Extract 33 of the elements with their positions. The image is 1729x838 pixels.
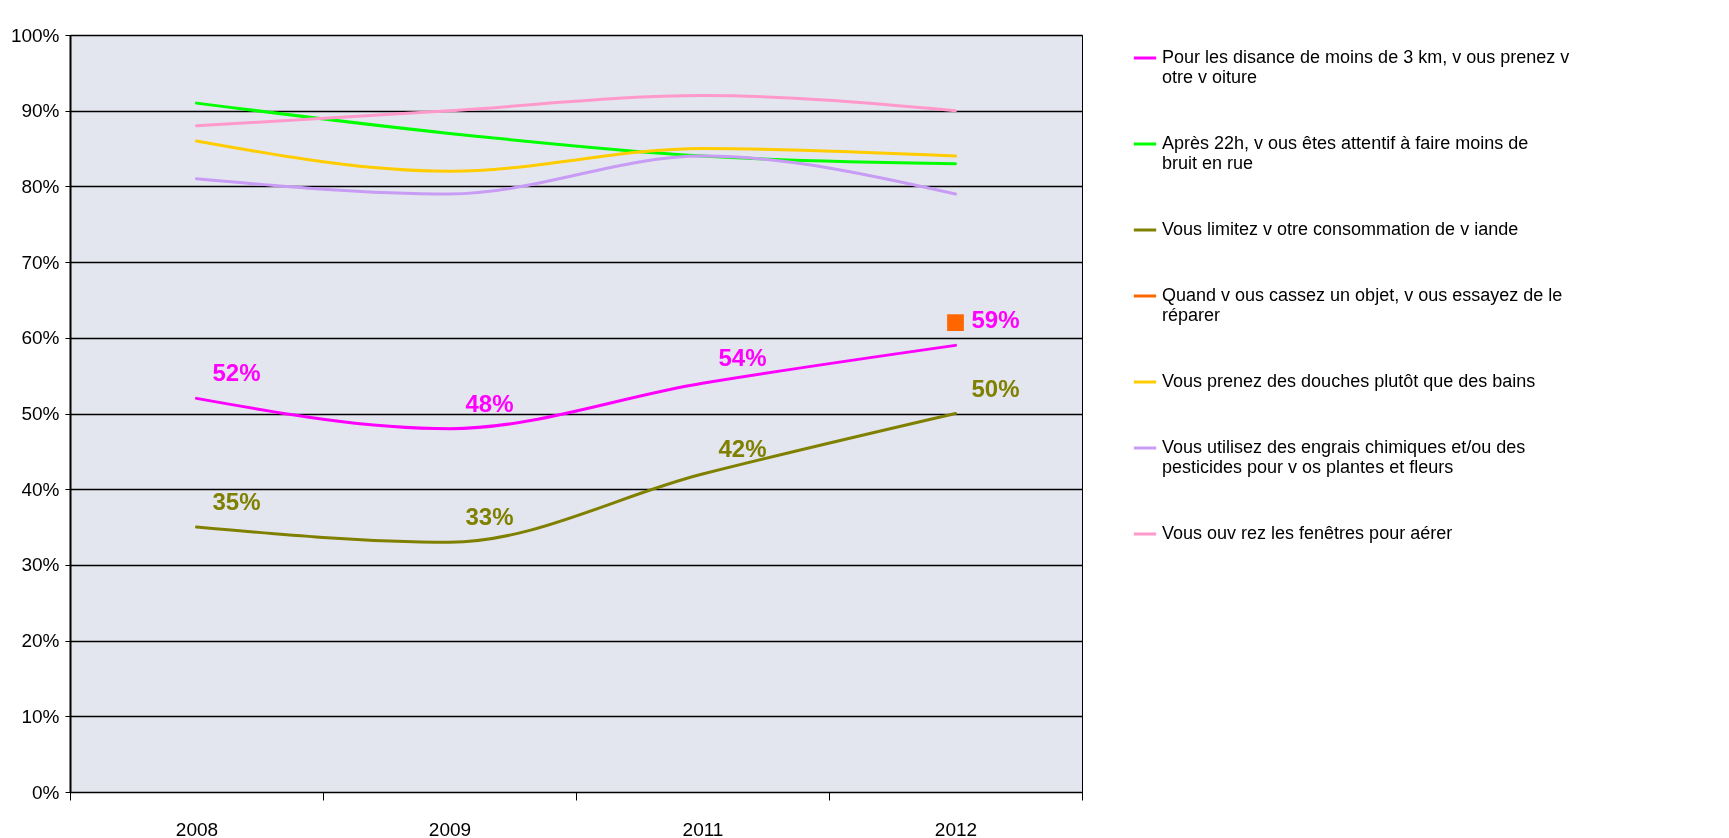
y-tick-label: 70% [21,251,60,273]
legend-label: Vous limitez v otre consommation de v iande [1162,219,1519,239]
data-label: 54% [718,344,767,372]
x-tick-label: 2011 [682,818,724,838]
data-label: 33% [465,503,514,531]
legend-label: Vous utilisez des engrais chimiques et/ou des pesticides pour v os plantes et fleurs [1162,437,1526,477]
legend-label: Quand v ous cassez un objet, v ous essayez de le réparer [1162,285,1563,325]
y-tick-label: 50% [21,403,60,424]
data-label: 50% [971,374,1020,402]
data-label: 52% [212,359,261,387]
legend-label: Pour les disance de moins de 3 km, v ous prenez v otre v oiture [1162,47,1570,87]
x-tick-label: 2012 [934,818,978,838]
data-label: 42% [718,435,767,463]
y-tick-label: 80% [21,175,60,197]
y-tick-label: 90% [21,100,60,122]
line-series [195,343,957,431]
legend-label: Vous prenez des douches plutôt que des bains [1162,371,1536,391]
y-tick-label: 20% [21,630,60,652]
x-tick-label: 2009 [428,818,472,838]
legend-label: Vous ouv rez les fenêtres pour aérer [1162,523,1453,543]
legend-label: Après 22h, v ous êtes attentif à faire moins de bruit en rue [1162,133,1529,173]
y-tick-label: 10% [21,705,60,727]
data-label: 59% [971,306,1020,334]
x-tick-label: 2008 [175,818,219,838]
line-series [195,139,957,173]
line-series [195,412,957,544]
data-label: 48% [465,389,514,417]
y-tick-label: 100% [10,24,60,46]
data-label: 35% [212,488,261,516]
y-tick-label: 60% [21,327,60,349]
y-tick-label: 0% [32,781,60,803]
y-tick-label: 40% [21,478,60,500]
y-tick-label: 30% [21,554,60,576]
